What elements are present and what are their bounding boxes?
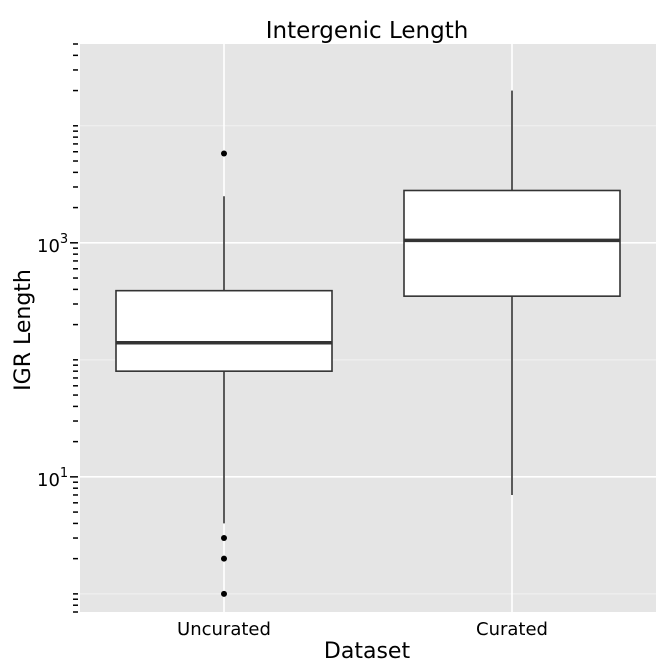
y-axis-title: IGR Length <box>11 269 36 391</box>
y-tick-label-base: 10 <box>37 470 60 491</box>
outlier-point <box>221 590 227 597</box>
y-tick-label-exponent: 1 <box>60 466 68 481</box>
y-tick-label-exponent: 3 <box>60 232 68 247</box>
y-tick-label: 103 <box>37 232 68 257</box>
chart-title: Intergenic Length <box>266 18 469 44</box>
outlier-point <box>221 555 227 562</box>
x-axis-tick-labels: Uncurated Curated <box>177 619 548 640</box>
iqr-box <box>115 289 333 372</box>
outlier-point <box>221 535 227 542</box>
x-tick-label: Uncurated <box>177 619 271 640</box>
y-tick-label: 101 <box>37 466 68 491</box>
boxes-layer <box>115 90 621 597</box>
box-curated <box>403 90 621 495</box>
iqr-box <box>403 189 621 297</box>
x-axis-title: Dataset <box>324 639 411 664</box>
y-axis-ticks <box>70 43 78 613</box>
y-tick-label-base: 10 <box>37 236 60 257</box>
outlier-point <box>221 150 227 157</box>
x-tick-label: Curated <box>476 619 548 640</box>
box-uncurated <box>115 150 333 597</box>
